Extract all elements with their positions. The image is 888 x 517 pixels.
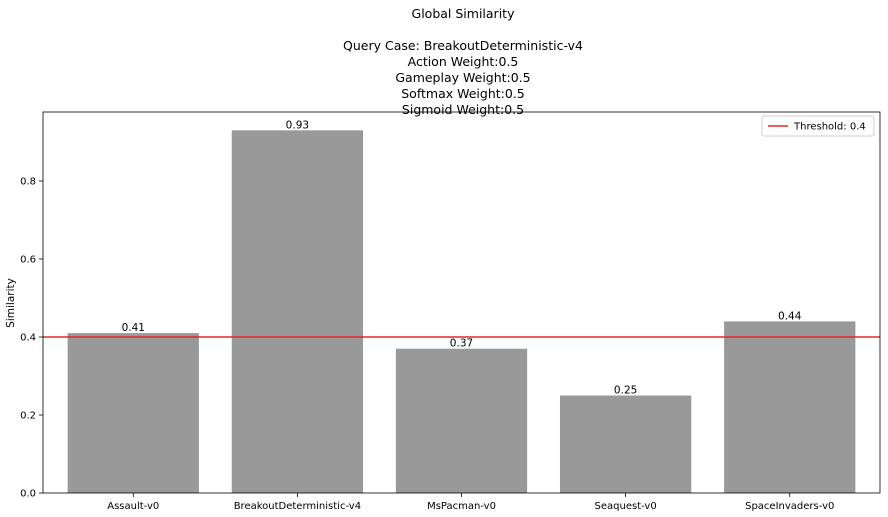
- y-tick-label: 0.2: [20, 411, 36, 422]
- bar: [67, 333, 199, 493]
- x-tick-label: BreakoutDeterministic-v4: [234, 501, 361, 512]
- bar: [559, 395, 692, 493]
- bar-value-label: 0.25: [614, 385, 637, 397]
- chart-titles: Global Similarity Query Case: BreakoutDe…: [0, 6, 888, 118]
- chart-subtitle-line: Softmax Weight:0.5: [401, 86, 525, 101]
- x-tick-label: MsPacman-v0: [427, 501, 496, 512]
- bar-value-label: 0.93: [286, 119, 309, 131]
- x-tick-label: SpaceInvaders-v0: [745, 501, 834, 512]
- bar: [724, 321, 856, 493]
- y-axis-label: Similarity: [5, 278, 17, 328]
- x-tick-label: Seaquest-v0: [595, 501, 657, 512]
- legend-label: Threshold: 0.4: [793, 122, 866, 133]
- chart-subtitle-line: Gameplay Weight:0.5: [395, 70, 531, 85]
- chart-subtitle-line: Sigmoid Weight:0.5: [401, 102, 525, 117]
- y-tick-label: 0.8: [20, 177, 36, 188]
- bar-value-label: 0.37: [450, 338, 473, 350]
- y-tick-label: 0.0: [20, 489, 36, 500]
- chart-subtitle-line: Action Weight:0.5: [407, 54, 519, 69]
- bar-value-label: 0.41: [122, 322, 145, 334]
- x-tick-label: Assault-v0: [107, 501, 159, 512]
- bar: [231, 130, 364, 493]
- bar: [395, 348, 528, 493]
- bar-value-label: 0.44: [778, 310, 802, 322]
- chart-subtitle-line: Query Case: BreakoutDeterministic-v4: [343, 38, 583, 53]
- chart-title: Global Similarity: [411, 6, 515, 21]
- y-tick-label: 0.4: [20, 333, 36, 344]
- y-tick-label: 0.6: [20, 255, 36, 266]
- legend-box: [761, 115, 875, 137]
